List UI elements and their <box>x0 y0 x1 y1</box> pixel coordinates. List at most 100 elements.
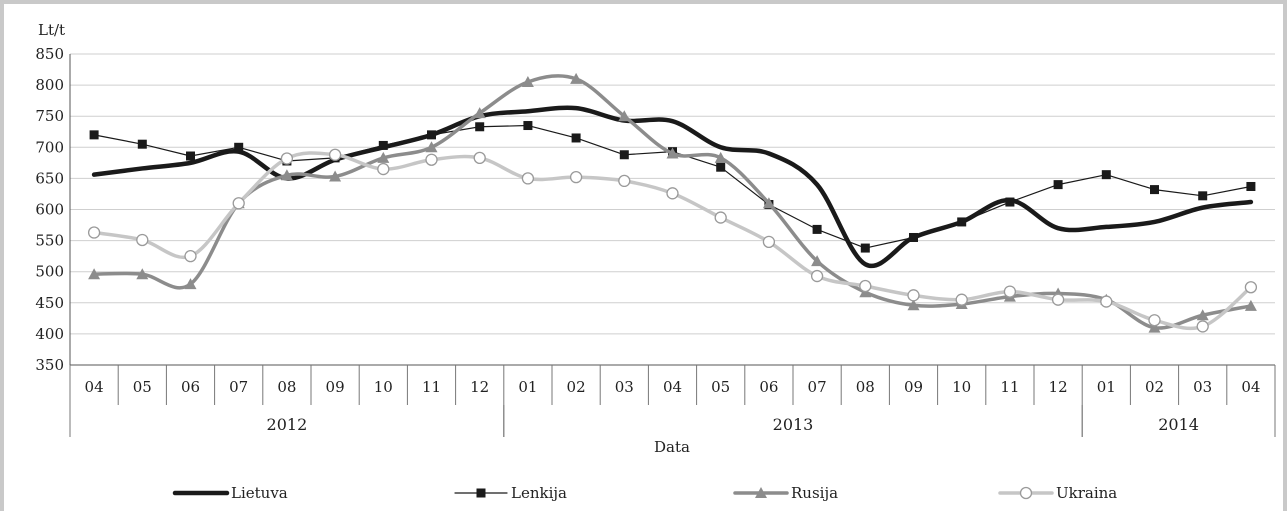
x-axis: 04 05 06 07 08 09 10 11 12 01 02 03 04 05 06 07 08 09 10 11… <box>69 364 1276 437</box>
data-point-rusija <box>88 268 101 280</box>
data-point-rusija <box>762 197 775 209</box>
series-rusija <box>88 72 1257 333</box>
series-lines <box>87 72 1258 333</box>
data-point-rusija <box>811 255 824 267</box>
series-ukraina <box>87 148 1258 333</box>
y-tick-label: 350 <box>35 356 64 374</box>
data-point-rusija <box>521 75 534 87</box>
data-point-ukraina <box>136 233 149 247</box>
x-tick-label: 08 <box>277 378 296 396</box>
x-tick-label: 09 <box>326 378 345 396</box>
data-point-lenkija <box>1246 181 1256 191</box>
y-tick-label: 400 <box>35 325 64 343</box>
series-line-rusija <box>92 74 1253 330</box>
x-tick-label: 07 <box>808 378 827 396</box>
x-tick-label: 09 <box>904 378 923 396</box>
data-point-lenkija <box>716 162 726 172</box>
data-point-rusija <box>329 170 342 182</box>
data-point-ukraina <box>1148 314 1161 327</box>
y-tick-label: 600 <box>35 201 64 219</box>
data-point-ukraina <box>425 153 438 166</box>
data-point-lenkija <box>571 133 581 143</box>
data-point-ukraina <box>859 279 872 293</box>
data-point-rusija <box>907 299 920 311</box>
x-tick-label: 12 <box>1049 378 1068 396</box>
y-tick-label: 850 <box>35 45 64 63</box>
y-tick-label: 650 <box>35 169 64 187</box>
data-point-ukraina <box>1100 295 1113 308</box>
data-point-ukraina <box>955 293 968 306</box>
data-point-ukraina <box>280 152 294 165</box>
x-tick-label: 03 <box>1193 378 1212 396</box>
data-point-ukraina <box>1003 285 1017 298</box>
data-point-lenkija <box>89 130 99 140</box>
data-point-ukraina <box>377 162 390 176</box>
data-point-rusija <box>1148 321 1161 333</box>
data-point-rusija <box>136 268 149 280</box>
y-tick-label: 450 <box>35 294 64 312</box>
data-point-rusija <box>280 169 293 181</box>
data-point-lenkija <box>186 151 195 161</box>
x-tick-label: 07 <box>229 378 248 396</box>
legend-marker-rusija <box>755 487 767 498</box>
data-point-lenkija <box>1198 191 1208 201</box>
data-point-ukraina <box>762 235 776 248</box>
x-tick-label: 06 <box>181 378 200 396</box>
x-tick-label: 03 <box>615 378 634 396</box>
x-tick-label: 12 <box>470 378 489 396</box>
y-axis-ticks: 350 400 450 500 550 600 650 700 750 800 850 <box>35 45 64 374</box>
data-point-rusija <box>377 151 390 163</box>
legend: Lietuva Lenkija Rusija Ukraina <box>172 484 1117 502</box>
year-label: 2013 <box>773 415 814 434</box>
y-tick-label: 750 <box>35 107 64 125</box>
data-point-ukraina <box>666 187 679 200</box>
x-tick-label: 06 <box>759 378 778 396</box>
data-point-rusija <box>1196 309 1209 321</box>
x-tick-label: 05 <box>711 378 730 396</box>
legend-marker-lenkija <box>476 488 486 498</box>
data-point-ukraina <box>1244 281 1258 294</box>
x-tick-label: 10 <box>374 378 393 396</box>
data-point-lenkija <box>1150 185 1159 195</box>
data-point-lenkija <box>860 243 870 253</box>
data-point-lenkija <box>1053 180 1063 190</box>
y-tick-label: 550 <box>35 232 64 250</box>
data-point-ukraina <box>184 249 197 263</box>
data-point-lenkija <box>475 122 485 132</box>
data-point-rusija <box>425 141 438 153</box>
data-point-ukraina <box>714 211 727 224</box>
x-tick-label: 05 <box>133 378 152 396</box>
y-tick-label: 800 <box>35 76 64 94</box>
legend-label-rusija: Rusija <box>791 484 838 502</box>
data-point-ukraina <box>1051 293 1065 306</box>
legend-marker-ukraina <box>1019 486 1033 500</box>
x-tick-label: 02 <box>1145 378 1164 396</box>
x-axis-label: Data <box>654 438 690 456</box>
x-tick-label: 04 <box>663 378 682 396</box>
data-point-ukraina <box>618 174 631 188</box>
data-point-lenkija <box>234 142 244 152</box>
data-point-rusija <box>473 107 486 119</box>
data-point-ukraina <box>1196 320 1209 333</box>
year-label: 2012 <box>267 415 308 434</box>
data-point-ukraina <box>328 148 342 161</box>
x-tick-label: 11 <box>422 378 441 396</box>
data-point-ukraina <box>907 289 920 302</box>
data-point-rusija <box>666 147 679 159</box>
data-point-ukraina <box>521 172 535 185</box>
x-tick-label: 02 <box>567 378 586 396</box>
data-point-lenkija <box>137 139 147 149</box>
legend-item-ukraina: Ukraina <box>998 484 1117 502</box>
series-line-lietuva <box>91 105 1254 269</box>
data-point-ukraina <box>569 171 583 184</box>
y-tick-label: 500 <box>35 263 64 281</box>
x-tick-label: 10 <box>952 378 971 396</box>
data-point-rusija <box>618 110 631 122</box>
series-lietuva <box>91 105 1254 269</box>
legend-label-ukraina: Ukraina <box>1056 484 1117 502</box>
year-label: 2014 <box>1158 415 1199 434</box>
data-point-ukraina <box>473 151 486 165</box>
data-point-lenkija <box>812 224 822 234</box>
legend-item-lietuva: Lietuva <box>172 484 288 502</box>
